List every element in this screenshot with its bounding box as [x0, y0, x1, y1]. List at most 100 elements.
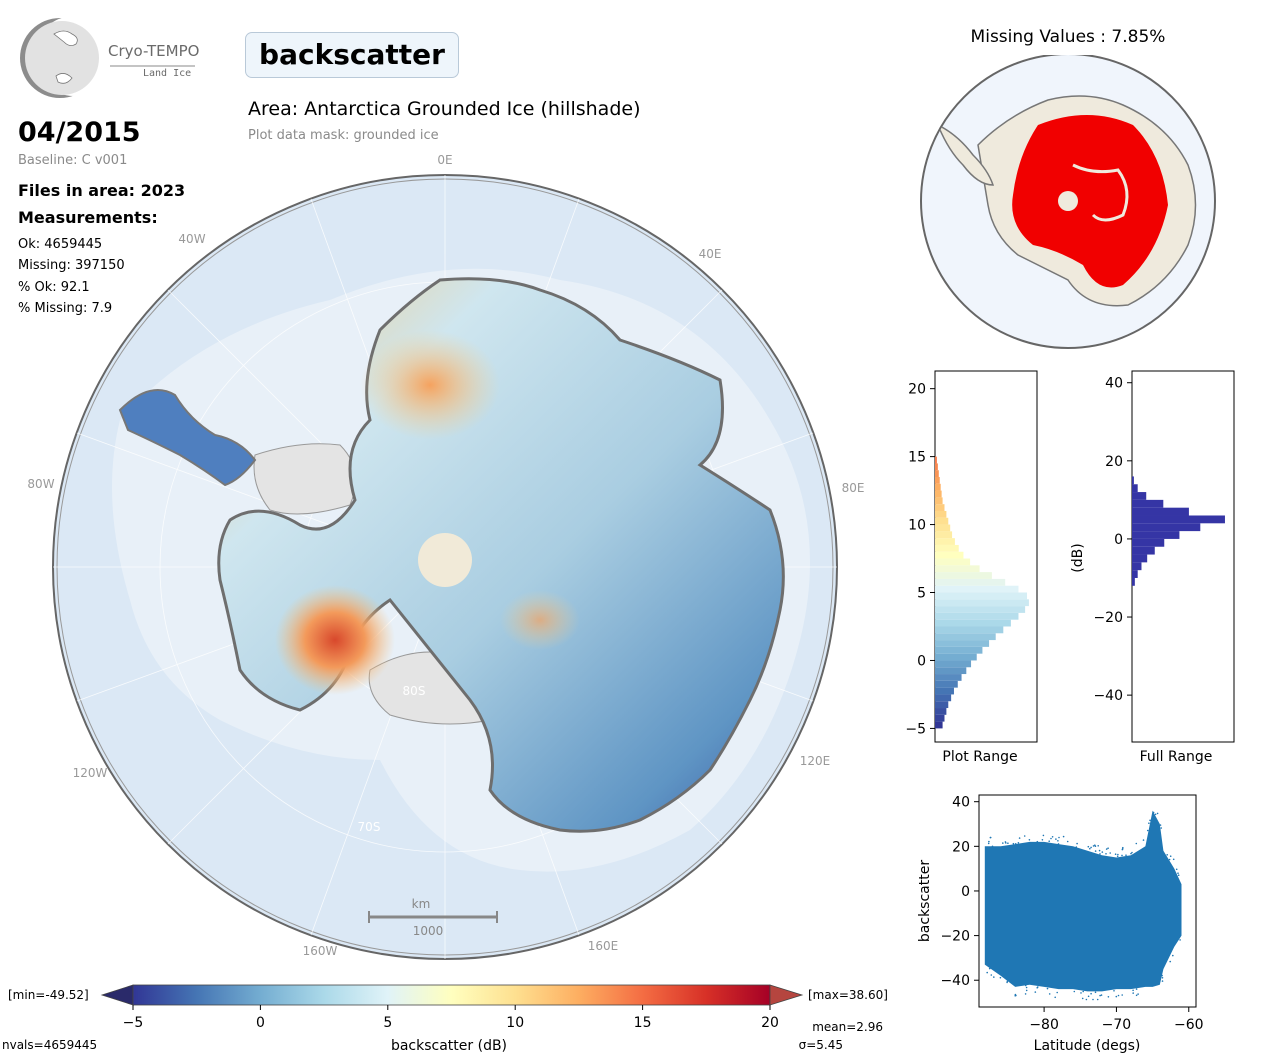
colorbar: −5 0 5 10 15 20 backscatter (dB) [min=-49.52]…: [2, 984, 888, 1054]
hist-bar-12: [935, 640, 990, 647]
scatter-point: [1099, 994, 1101, 997]
scatter-point: [1117, 853, 1119, 856]
hist-bar-19: [935, 592, 1028, 600]
scatter-point: [1066, 840, 1069, 843]
lon-label-120e: 120E: [800, 754, 831, 768]
lon-label-80e: 80E: [842, 481, 865, 495]
scatter-point: [1177, 872, 1179, 874]
scatter-point: [1135, 988, 1138, 990]
scatter-point: [1107, 996, 1110, 998]
hist-bar-11: [1132, 492, 1147, 500]
plot-range-label: Plot Range: [942, 749, 1017, 765]
hist-bar-13: [1132, 476, 1134, 485]
hist-bar-36: [935, 477, 940, 484]
scatter-point: [1142, 839, 1145, 841]
hist-bar-4: [1132, 546, 1155, 555]
hist-bar-17: [935, 606, 1026, 613]
scatter-point: [1036, 840, 1039, 843]
hist-bar-9: [935, 660, 972, 668]
scatter-point: [1161, 977, 1164, 979]
scatter-point: [1051, 836, 1054, 838]
measurements-heading: Measurements:: [18, 208, 158, 227]
svg-text:1000: 1000: [413, 924, 444, 938]
hist-tick-label-2: 5: [917, 586, 926, 602]
colorbar-min-extend: [100, 984, 134, 1006]
scatter-ylabel: backscatter: [917, 860, 933, 942]
colorbar-tick-label-3: 10: [506, 1015, 524, 1031]
scatter-point: [1037, 986, 1039, 988]
scatter-point: [1090, 846, 1092, 849]
scatter-point: [1024, 993, 1027, 995]
scatter-xtick-label-1: −70: [1102, 1017, 1132, 1033]
scatter-point: [1024, 984, 1027, 987]
scatter-point: [1172, 954, 1174, 957]
hist-bar-38: [935, 463, 938, 471]
antarctica-backscatter-map: 0E 40E 80E 120E 160E 160W 120W 80W 40W 8…: [27, 153, 865, 960]
hist-tick-label-0: −5: [905, 721, 926, 737]
scatter-point: [1117, 994, 1120, 997]
scatter-point: [1098, 849, 1101, 852]
scatter-point: [991, 845, 994, 848]
hist-bar-13: [935, 633, 996, 641]
scatter-xlabel: Latitude (degs): [1034, 1038, 1141, 1054]
scatter-point: [990, 974, 993, 976]
scatter-point: [1004, 841, 1007, 843]
lon-label-80w: 80W: [27, 477, 54, 491]
scatter-point: [1169, 855, 1172, 857]
hist-bar-15: [935, 619, 1011, 627]
hist-bar-32: [935, 504, 945, 511]
hist-bar-23: [935, 565, 980, 573]
hist-bar-14: [935, 626, 1004, 634]
hist-bar-6: [1132, 531, 1180, 539]
mean-label: mean=2.96: [812, 1020, 883, 1034]
scatter-point: [1135, 994, 1138, 997]
scatter-point: [1132, 992, 1134, 994]
hist-bar-2: [935, 708, 947, 715]
hist-bar-24: [935, 558, 971, 566]
scatter-xtick-label-2: −60: [1174, 1017, 1204, 1033]
scatter-point: [1076, 842, 1078, 845]
scatter-point: [986, 971, 988, 974]
hist-bar-5: [935, 687, 954, 695]
mask-note: Plot data mask: grounded ice: [248, 128, 439, 143]
scatter-point: [1156, 812, 1159, 815]
scatter-point: [1179, 939, 1181, 941]
scatter-point: [1050, 837, 1052, 840]
hist-bar-9: [1132, 507, 1189, 516]
hist-bar-35: [935, 483, 941, 491]
scatter-point: [1114, 853, 1117, 855]
scatter-point: [1146, 829, 1149, 832]
scatter-point: [1012, 842, 1015, 845]
hist-bar-7: [1132, 523, 1201, 532]
scatter-point: [1148, 822, 1150, 824]
hist-bar-1: [935, 714, 945, 722]
scatter-point: [1075, 846, 1078, 848]
scatter-ytick-label-0: 40: [952, 795, 970, 811]
scatter-point: [1007, 842, 1009, 844]
hist-bar-1: [1132, 570, 1138, 578]
scatter-point: [1131, 851, 1133, 854]
lat-label-80s: 80S: [403, 684, 426, 698]
colorbar-max-label: [max=38.60]: [808, 988, 888, 1002]
lon-label-40w: 40W: [178, 232, 205, 246]
scatter-point: [1058, 836, 1060, 839]
files-in-area: Files in area: 2023: [18, 181, 186, 200]
full-range-histogram: −40 −20 0 20 40 Full Range (dB): [1070, 370, 1235, 765]
scatter-point: [1107, 847, 1109, 849]
stat-percent-ok: % Ok: 92.1: [18, 280, 90, 295]
scatter-point: [1042, 834, 1045, 837]
scatter-point: [1094, 845, 1097, 847]
scatter-point: [1132, 989, 1134, 992]
lon-label-160e: 160E: [588, 939, 619, 953]
scatter-point: [1101, 851, 1104, 853]
hist-tick-label-2: 0: [1114, 532, 1123, 548]
colorbar-tick-label-2: 5: [383, 1015, 392, 1031]
scatter-point: [1048, 840, 1050, 842]
logo-title: Cryo-TEMPO: [108, 42, 200, 60]
scatter-point: [1135, 842, 1138, 845]
scatter-point: [1090, 992, 1092, 995]
scatter-point: [1046, 987, 1049, 990]
scatter-point: [1105, 853, 1107, 855]
area-title: Area: Antarctica Grounded Ice (hillshade…: [248, 98, 641, 120]
scatter-point: [1094, 991, 1097, 994]
